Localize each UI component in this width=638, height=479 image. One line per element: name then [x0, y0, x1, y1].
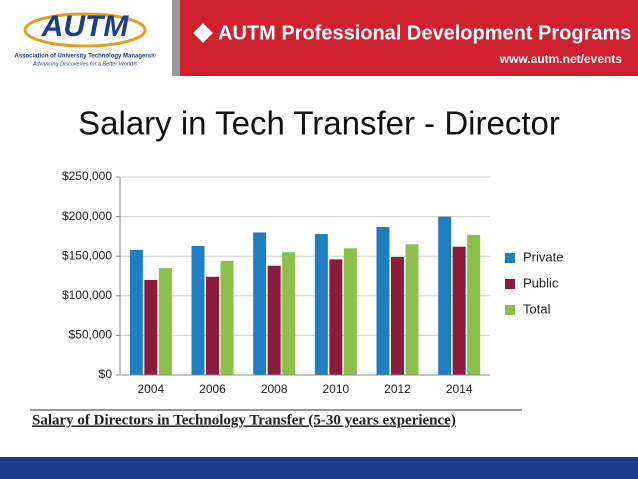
bar [343, 248, 357, 375]
legend-swatch [505, 279, 515, 289]
footer-bar [0, 457, 638, 479]
legend-swatch [505, 253, 515, 263]
bar [329, 259, 343, 375]
bar [438, 216, 452, 375]
bar [158, 268, 172, 375]
bar [129, 249, 143, 375]
bar [391, 256, 404, 375]
bar [314, 234, 328, 375]
bar [206, 276, 219, 375]
logo: AUTM [41, 10, 130, 43]
banner [180, 0, 638, 76]
legend-label: Private [523, 249, 563, 264]
y-tick-label: $250,000 [62, 169, 112, 183]
chart-caption: Salary of Directors in Technology Transf… [32, 412, 456, 428]
bar [376, 226, 390, 375]
org-name: Association of University Technology Man… [14, 53, 156, 60]
x-tick-label: 2014 [446, 382, 473, 396]
bar [220, 260, 234, 375]
banner-divider [172, 0, 180, 76]
x-tick-label: 2006 [199, 382, 226, 396]
bar [191, 245, 205, 375]
bar [405, 244, 419, 375]
y-tick-label: $0 [99, 367, 113, 381]
url: www.autm.net/events [499, 52, 623, 66]
bar [467, 234, 481, 375]
bar [253, 232, 267, 375]
y-tick-label: $200,000 [62, 209, 112, 223]
legend-swatch [505, 305, 515, 315]
bar [267, 265, 281, 375]
y-tick-label: $100,000 [62, 288, 112, 302]
tagline: Advancing Discoveries for a Better World… [32, 60, 138, 67]
bar [452, 246, 466, 375]
x-tick-label: 2004 [137, 382, 164, 396]
x-tick-label: 2012 [384, 382, 411, 396]
legend-label: Public [523, 275, 559, 290]
x-tick-label: 2008 [261, 382, 288, 396]
y-tick-label: $150,000 [62, 248, 112, 262]
logo-swoosh [23, 12, 147, 48]
y-tick-label: $50,000 [69, 328, 113, 342]
banner-title: AUTM Professional Development Programs [218, 22, 631, 44]
bar [144, 279, 158, 375]
x-tick-label: 2010 [322, 382, 349, 396]
bar [282, 252, 296, 375]
legend-label: Total [523, 301, 551, 316]
slide-title: Salary in Tech Transfer - Director [78, 105, 560, 142]
